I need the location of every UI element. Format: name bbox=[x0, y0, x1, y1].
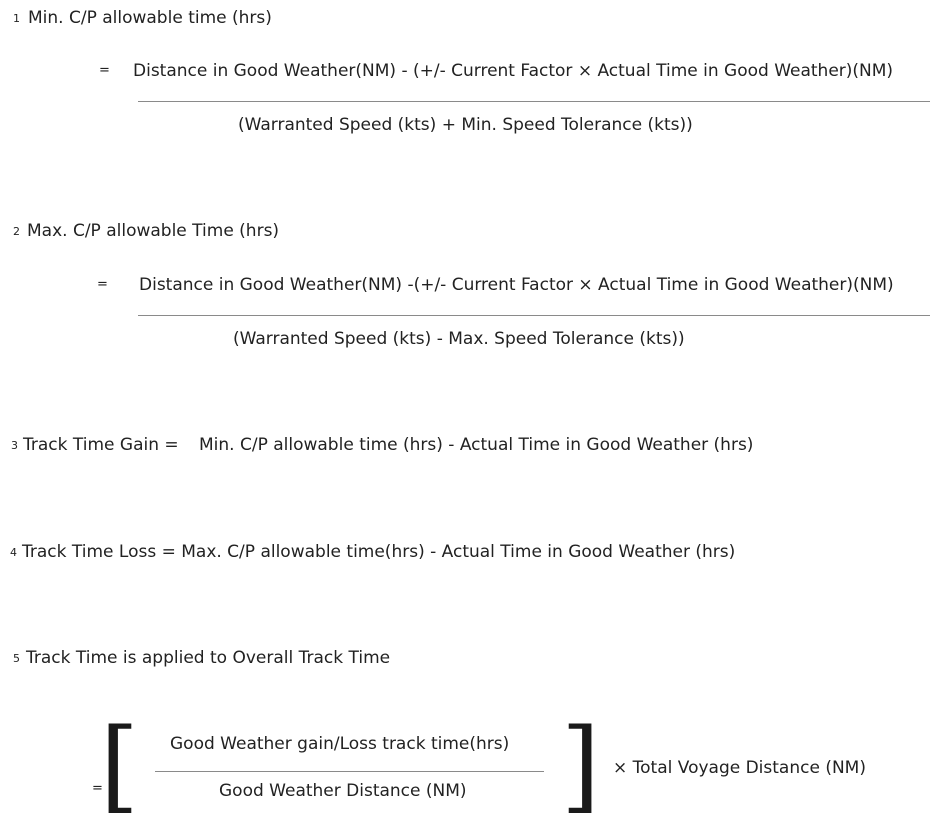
formula-5-left-bracket: [ bbox=[100, 707, 140, 824]
formula-4-text: Track Time Loss = Max. C/P allowable tim… bbox=[22, 542, 736, 562]
formula-3-label: Track Time Gain = bbox=[23, 435, 179, 455]
formula-5-numerator: Good Weather gain/Loss track time(hrs) bbox=[170, 734, 510, 754]
formula-5-equals-sign: = bbox=[92, 781, 103, 796]
formula-2-denominator: (Warranted Speed (kts) - Max. Speed Tole… bbox=[233, 329, 685, 349]
formula-2-numerator: Distance in Good Weather(NM) -(+/- Curre… bbox=[139, 275, 894, 295]
formula-3-expression: Min. C/P allowable time (hrs) - Actual T… bbox=[199, 435, 754, 455]
formula-4-number: 4 bbox=[10, 546, 17, 559]
formula-5-right-bracket: ] bbox=[561, 707, 601, 824]
formula-2-fraction-bar bbox=[138, 315, 930, 316]
formula-5-multiplier: × Total Voyage Distance (NM) bbox=[613, 758, 866, 778]
formula-1-title: Min. C/P allowable time (hrs) bbox=[28, 8, 272, 28]
formula-5-number: 5 bbox=[13, 652, 20, 665]
formula-1-numerator: Distance in Good Weather(NM) - (+/- Curr… bbox=[133, 61, 894, 81]
formula-2-number: 2 bbox=[13, 225, 20, 238]
formula-1-equals-sign: = bbox=[99, 63, 110, 78]
formula-2-title: Max. C/P allowable Time (hrs) bbox=[27, 221, 280, 241]
formula-1-denominator: (Warranted Speed (kts) + Min. Speed Tole… bbox=[238, 115, 693, 135]
formula-5-title: Track Time is applied to Overall Track T… bbox=[26, 648, 391, 668]
formula-2-equals-sign: = bbox=[97, 277, 108, 292]
formula-5-denominator: Good Weather Distance (NM) bbox=[219, 781, 467, 801]
formula-1-number: 1 bbox=[13, 12, 20, 25]
formula-3-number: 3 bbox=[11, 439, 18, 452]
formula-1-fraction-bar bbox=[138, 101, 930, 102]
formula-5-fraction-bar bbox=[155, 771, 544, 772]
